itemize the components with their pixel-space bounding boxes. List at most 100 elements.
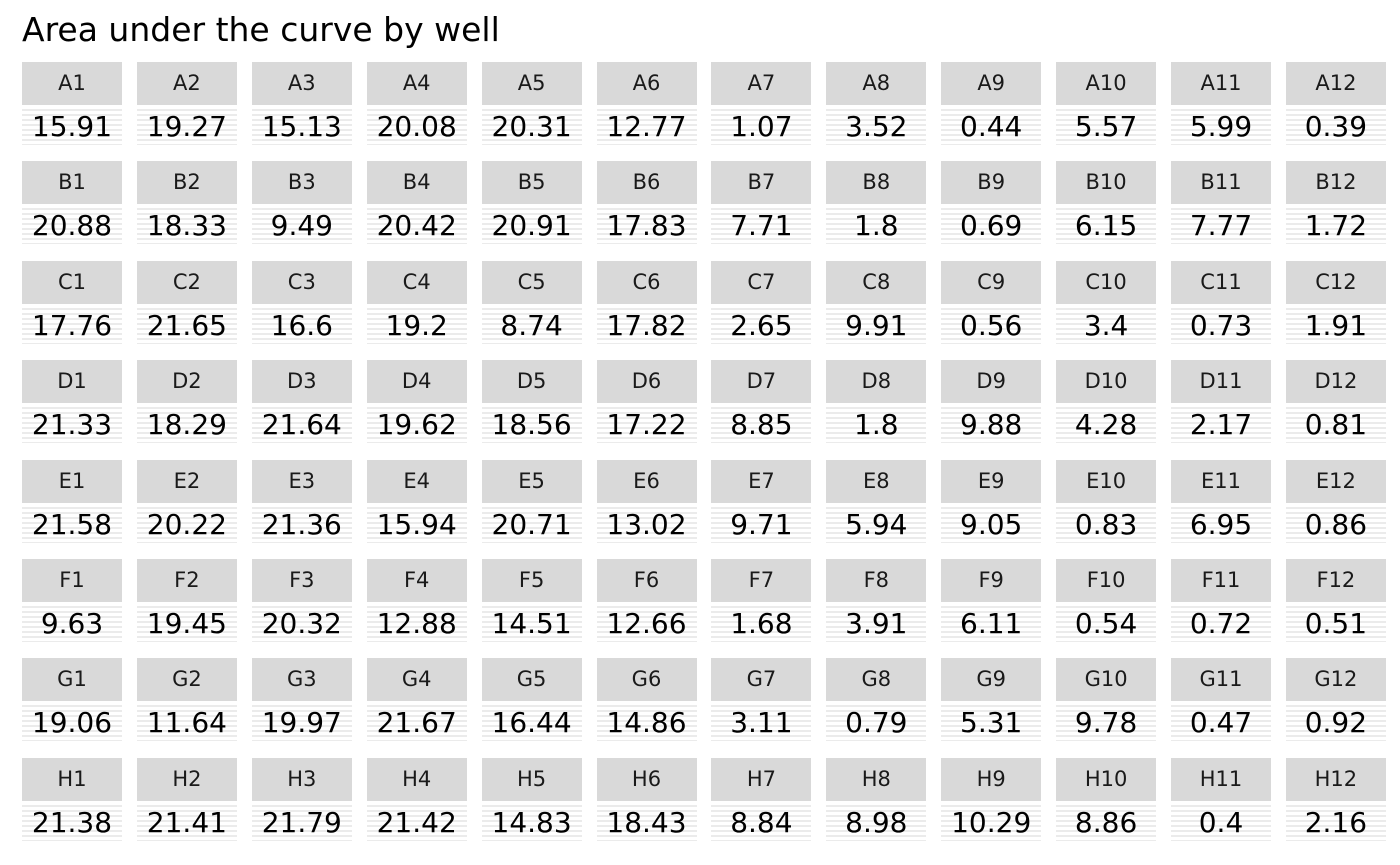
well-value: 0.54 — [1074, 607, 1138, 640]
well-value: 21.33 — [31, 408, 113, 442]
well-panel-D4: D4 19.62 — [366, 360, 467, 444]
well-label: H9 — [941, 757, 1042, 801]
well-panel-D6: D6 17.22 — [596, 360, 697, 444]
well-label: D5 — [481, 360, 582, 404]
well-panel-background — [136, 307, 237, 344]
well-panel-background — [596, 307, 697, 344]
well-value: 9.05 — [960, 507, 1023, 541]
well-label: C6 — [596, 260, 697, 304]
well-value: 1.91 — [1304, 308, 1368, 342]
well-value: 19.06 — [31, 706, 113, 740]
well-label: A5 — [481, 62, 582, 105]
well-panel-background — [941, 506, 1042, 543]
well-panel-background — [251, 109, 352, 145]
well-value: 8.98 — [845, 805, 908, 839]
well-panel-B10: B10 6.15 — [1056, 161, 1157, 245]
well-panel-D8: D8 1.8 — [826, 360, 927, 444]
well-panel-background — [1056, 307, 1157, 344]
well-value: 14.51 — [491, 607, 572, 640]
well-label: A12 — [1285, 62, 1386, 105]
well-label: G10 — [1056, 658, 1157, 702]
well-panel-background — [481, 705, 582, 742]
well-value: 19.2 — [385, 308, 448, 342]
well-panel-C9: C9 0.56 — [941, 260, 1042, 344]
well-panel-background — [1056, 506, 1157, 543]
well-value: 1.68 — [730, 607, 793, 640]
well-panel-F9: F9 6.11 — [941, 559, 1042, 642]
well-panel-background — [1285, 307, 1386, 344]
well-panel-B9: B9 0.69 — [941, 161, 1042, 245]
well-label: D10 — [1056, 360, 1157, 404]
well-panel-background — [596, 109, 697, 145]
well-value: 6.11 — [960, 607, 1023, 640]
well-panel-D5: D5 18.56 — [481, 360, 582, 444]
well-value: 21.64 — [261, 408, 342, 442]
well-label: D3 — [251, 360, 352, 404]
well-panel-background — [251, 407, 352, 444]
well-value: 1.8 — [854, 209, 899, 243]
well-value: 3.4 — [1083, 308, 1129, 342]
well-value: 2.17 — [1189, 408, 1253, 442]
well-panel-F12: F12 0.51 — [1285, 559, 1386, 642]
well-label: H10 — [1056, 757, 1157, 801]
well-label: A9 — [941, 62, 1042, 105]
well-panel-background — [941, 307, 1042, 344]
well-panel-background — [22, 109, 122, 145]
well-panel-C10: C10 3.4 — [1056, 260, 1157, 344]
well-value: 1.72 — [1304, 209, 1368, 243]
well-label: F4 — [366, 559, 467, 602]
well-value: 9.63 — [40, 607, 104, 640]
well-panel-background — [711, 407, 812, 444]
well-panel-background — [1285, 705, 1386, 742]
well-label: C4 — [366, 260, 467, 304]
well-panel-background — [136, 606, 237, 642]
well-panel-H2: H2 21.41 — [136, 757, 237, 841]
well-label: E11 — [1171, 459, 1271, 503]
well-label: F11 — [1171, 559, 1271, 602]
well-value: 8.74 — [500, 308, 563, 342]
well-panel-A11: A11 5.99 — [1171, 62, 1271, 145]
well-panel-G6: G6 14.86 — [596, 658, 697, 742]
well-value: 3.52 — [845, 110, 908, 143]
well-label: D8 — [826, 360, 927, 404]
well-value: 0.92 — [1304, 706, 1368, 740]
well-label: G9 — [941, 658, 1042, 702]
well-panel-A9: A9 0.44 — [941, 62, 1042, 145]
well-value: 20.71 — [491, 507, 572, 541]
well-value: 11.64 — [146, 706, 227, 740]
well-panel-background — [1171, 109, 1271, 145]
well-value: 12.88 — [376, 607, 457, 640]
well-panel-background — [251, 804, 352, 841]
well-panel-background — [251, 208, 352, 245]
well-label: D2 — [136, 360, 237, 404]
well-panel-background — [1285, 109, 1386, 145]
well-label: A10 — [1056, 62, 1157, 105]
well-panel-D3: D3 21.64 — [251, 360, 352, 444]
well-panel-F4: F4 12.88 — [366, 559, 467, 642]
well-value: 20.22 — [146, 507, 227, 541]
well-panel-C6: C6 17.82 — [596, 260, 697, 344]
well-panel-C4: C4 19.2 — [366, 260, 467, 344]
well-value: 20.88 — [31, 209, 113, 243]
well-value: 21.42 — [376, 805, 457, 839]
well-value: 0.51 — [1304, 607, 1368, 640]
well-panel-A5: A5 20.31 — [481, 62, 582, 145]
well-panel-H10: H10 8.86 — [1056, 757, 1157, 841]
well-panel-background — [251, 506, 352, 543]
well-label: E8 — [826, 459, 927, 503]
well-label: H7 — [711, 757, 812, 801]
well-value: 21.79 — [261, 805, 342, 839]
well-label: B6 — [596, 161, 697, 205]
well-panel-background — [136, 407, 237, 444]
well-panel-background — [596, 705, 697, 742]
well-value: 0.56 — [960, 308, 1023, 342]
well-panel-background — [941, 109, 1042, 145]
well-value: 19.45 — [146, 607, 227, 640]
well-panel-F5: F5 14.51 — [481, 559, 582, 642]
well-label: G11 — [1171, 658, 1271, 702]
well-panel-E9: E9 9.05 — [941, 459, 1042, 543]
well-panel-background — [251, 705, 352, 742]
well-panel-background — [366, 109, 467, 145]
well-label: G3 — [251, 658, 352, 702]
